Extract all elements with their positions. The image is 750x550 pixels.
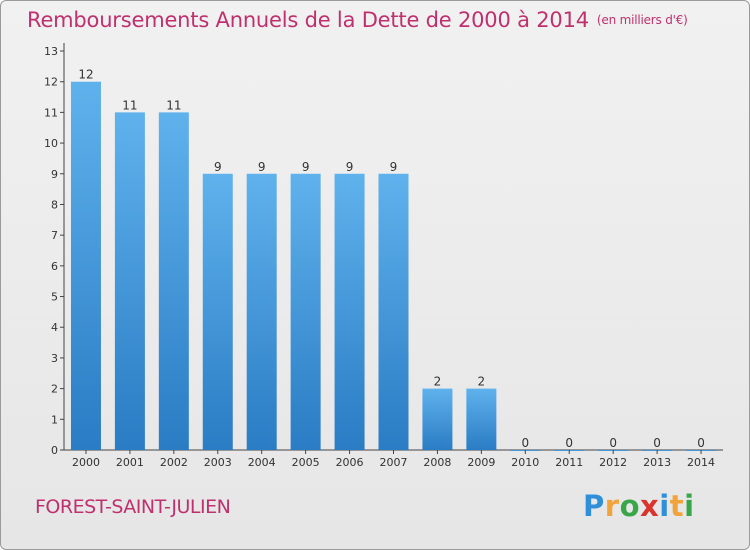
data-label: 9	[346, 160, 354, 174]
data-label: 11	[122, 98, 137, 112]
data-label: 9	[302, 160, 310, 174]
y-tick-label: 9	[51, 168, 58, 181]
logo-letter: t	[669, 489, 685, 523]
data-label: 2	[434, 375, 442, 389]
y-tick-label: 12	[44, 76, 58, 89]
x-tick-label: 2008	[423, 456, 451, 469]
y-tick-label: 11	[44, 106, 58, 119]
x-tick-label: 2014	[687, 456, 715, 469]
x-tick-label: 2002	[160, 456, 188, 469]
y-tick-label: 2	[51, 383, 58, 396]
bar	[158, 112, 189, 450]
y-tick-label: 1	[51, 413, 58, 426]
x-tick-label: 2011	[555, 456, 583, 469]
x-tick-label: 2013	[643, 456, 671, 469]
y-tick-label: 7	[51, 229, 58, 242]
x-tick-label: 2001	[116, 456, 144, 469]
bar	[114, 112, 145, 450]
y-tick-label: 0	[51, 444, 58, 457]
proxiti-logo: Proxiti	[583, 489, 695, 523]
bar	[334, 173, 365, 450]
data-label: 9	[214, 160, 222, 174]
bar	[202, 173, 233, 450]
bar	[246, 173, 277, 450]
unit-note: (en milliers d'€)	[596, 13, 688, 27]
y-tick-label: 8	[51, 198, 58, 211]
x-tick-label: 2006	[336, 456, 364, 469]
x-tick-label: 2003	[204, 456, 232, 469]
data-label: 2	[478, 375, 486, 389]
y-tick-label: 6	[51, 260, 58, 273]
bar	[70, 81, 101, 450]
data-label: 0	[697, 436, 705, 450]
chart-title: Remboursements Annuels de la Dette de 20…	[27, 8, 688, 32]
logo-letter: P	[583, 489, 605, 523]
data-label: 9	[258, 160, 266, 174]
y-tick-label: 13	[44, 45, 58, 58]
x-tick-label: 2007	[380, 456, 408, 469]
bar	[466, 388, 497, 450]
logo-letter: r	[604, 489, 620, 523]
x-tick-label: 2012	[599, 456, 627, 469]
x-tick-label: 2010	[511, 456, 539, 469]
logo-letter: x	[640, 489, 660, 523]
x-tick-label: 2005	[292, 456, 320, 469]
data-label: 0	[653, 436, 661, 450]
y-tick-label: 4	[51, 321, 58, 334]
bar	[378, 173, 409, 450]
x-tick-label: 2009	[467, 456, 495, 469]
y-tick-label: 5	[51, 291, 58, 304]
data-label: 0	[565, 436, 573, 450]
y-tick-label: 3	[51, 352, 58, 365]
chart-title-text: Remboursements Annuels de la Dette de 20…	[27, 8, 589, 32]
commune-name: FOREST-SAINT-JULIEN	[35, 496, 231, 518]
data-label: 11	[166, 98, 181, 112]
y-tick-label: 10	[44, 137, 58, 150]
data-label: 0	[609, 436, 617, 450]
logo-letter: i	[684, 489, 695, 523]
x-tick-label: 2000	[72, 456, 100, 469]
logo-letter: o	[619, 489, 641, 523]
bar	[290, 173, 321, 450]
data-label: 12	[78, 68, 93, 82]
data-label: 9	[390, 160, 398, 174]
logo-letter: i	[659, 489, 670, 523]
data-label: 0	[521, 436, 529, 450]
x-tick-label: 2004	[248, 456, 276, 469]
bar	[422, 388, 453, 450]
